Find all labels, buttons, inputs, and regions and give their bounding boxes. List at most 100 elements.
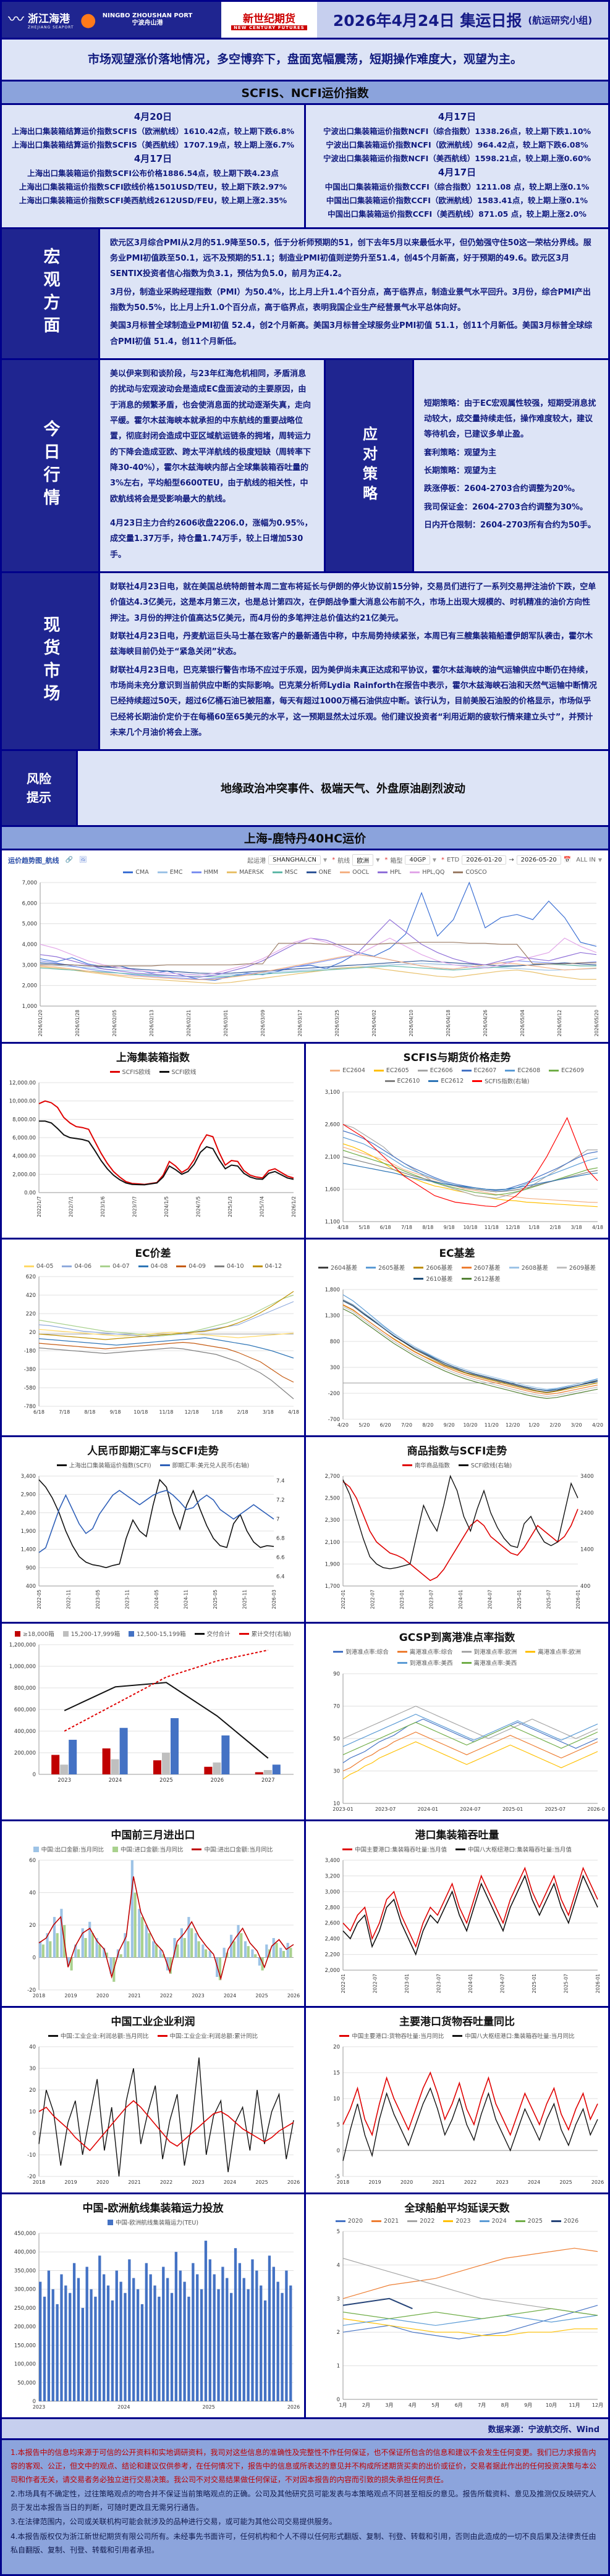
svg-text:40: 40 — [29, 1890, 36, 1897]
svg-text:2024: 2024 — [528, 2180, 540, 2185]
svg-text:1: 1 — [337, 2364, 340, 2370]
image-icon[interactable]: 🖼 — [78, 857, 87, 864]
svg-text:2,400: 2,400 — [325, 1937, 340, 1943]
allin-select[interactable]: ALL IN ▼ — [576, 857, 602, 864]
risk-text: 地缘政治冲突事件、极端天气、外盘原油剧烈波动 — [78, 751, 608, 826]
chart-legend: 到港准点率:综合 离港准点率:综合 到港准点率:欧洲 离港准点率:欧洲 到港准点率:美西… — [308, 1645, 606, 1669]
svg-text:10: 10 — [333, 1801, 340, 1807]
svg-text:2026/02/21: 2026/02/21 — [186, 1010, 192, 1036]
svg-text:2024-07: 2024-07 — [488, 1590, 493, 1609]
legend-item: 离港准点率:欧洲 — [525, 1647, 581, 1656]
strategy-content: 短期策略：由于EC宏观属性较强，短期受消息扰动较大，成交量持续走低，操作难度较大… — [414, 360, 608, 571]
svg-text:2026-03: 2026-03 — [271, 1590, 277, 1609]
index-line: 中国出口集装箱运价指数CCFI（美西航线）871.05 点，较上期上涨2.0% — [328, 209, 587, 219]
legend-item: EC2608 — [505, 1067, 540, 1074]
chart-legend: 中国-欧洲航线集装箱运力(TEU) — [4, 2216, 302, 2228]
macro-paragraph: 美国3月标普全球制造业PMI初值 52.4，创2个月新高。美国3月标普全球服务业… — [110, 321, 593, 346]
svg-text:5月: 5月 — [431, 2402, 439, 2408]
chart-legend: 中国:工业企业:利润总额:当月同比 中国:工业企业:利润总额:累计同比 — [4, 2029, 302, 2042]
svg-text:0.00: 0.00 — [24, 1190, 36, 1196]
macro-content: 欧元区3月综合PMI从2月的51.9降至50.5，低于分析师预期的51，创下去年… — [100, 229, 608, 358]
svg-text:2026-01: 2026-01 — [587, 1806, 605, 1812]
risk-section: 风险提示 地缘政治冲突事件、极端天气、外盘原油剧烈波动 — [2, 751, 608, 828]
logo2-name: 宁波舟山港 — [132, 20, 163, 27]
svg-text:2025-07: 2025-07 — [545, 1806, 566, 1812]
svg-text:800,000: 800,000 — [14, 1685, 36, 1692]
chart-port-container-throughput: 港口集装箱吞吐量中国主要港口:集装箱吞吐量:当月值 中国八大枢纽港口:集装箱吞吐量… — [306, 1821, 608, 2007]
svg-text:20: 20 — [29, 1330, 36, 1336]
svg-text:2,300: 2,300 — [325, 1518, 340, 1524]
chart-ec-basis: EC基差 2604基差 2605基差 2606基差 2607基差 2608基差 2609基差… — [306, 1240, 608, 1436]
chart-major-port-throughput-yoy: 主要港口货物吞吐量同比 中国主要港口:货物吞吐量:当月同比 中国八大枢纽港口:集装箱… — [306, 2008, 608, 2193]
chart-title: 中国-欧洲航线集装箱运力投放 — [82, 2202, 224, 2215]
svg-text:2026: 2026 — [211, 1777, 224, 1784]
legend-item: 2024 — [479, 2218, 507, 2225]
legend-item: EMC — [157, 869, 183, 876]
svg-text:300,000: 300,000 — [14, 2287, 36, 2293]
svg-text:2025: 2025 — [255, 1993, 268, 1999]
legend-item: 04-05 — [23, 1263, 53, 1270]
chart-canvas: 1,200,000 1,000,000 800,000 600,000 400,000 2… — [9, 1642, 294, 1784]
legend-item: 中国:工业企业:利润总额:当月同比 — [48, 2031, 149, 2040]
svg-text:2026-01: 2026-01 — [595, 1974, 601, 1994]
svg-text:2,700: 2,700 — [325, 1474, 340, 1480]
legend-item: 2023 — [443, 2218, 471, 2225]
svg-text:2025-01: 2025-01 — [517, 1590, 522, 1609]
svg-text:-580: -580 — [24, 1385, 36, 1391]
etd-date-range[interactable]: * ETD 2026-01-20 → 2026-05-20 📅 — [441, 855, 572, 865]
legend-item: EC2610 — [384, 1078, 420, 1085]
svg-text:11月: 11月 — [569, 2402, 580, 2408]
strategy-line: 我司保证金：2604-2703合约调整为30%。 — [424, 502, 588, 512]
svg-text:400,000: 400,000 — [14, 2250, 36, 2256]
svg-text:2023-11: 2023-11 — [125, 1590, 130, 1609]
svg-text:2025-07: 2025-07 — [564, 1974, 569, 1994]
legend-item: EC2605 — [373, 1067, 409, 1074]
origin-port-select[interactable]: 起运港 SHANGHAI,CN ▼ — [247, 855, 328, 865]
chart-title: 港口集装箱吞吐量 — [415, 1829, 499, 1842]
svg-text:2025/1/3: 2025/1/3 — [227, 1196, 233, 1217]
chart-canvas: 12,000.00 10,000.00 8,000.00 6,000.00 4,000.… — [9, 1080, 297, 1217]
container-type-select[interactable]: * 箱型 40GP ▼ — [384, 855, 437, 865]
svg-text:2026/05/20: 2026/05/20 — [594, 1010, 599, 1036]
svg-text:3月: 3月 — [385, 2402, 393, 2408]
svg-text:2: 2 — [337, 2330, 340, 2336]
svg-text:1,900: 1,900 — [21, 1529, 36, 1535]
lane-select[interactable]: * 航线 欧洲 ▼ — [332, 854, 379, 866]
svg-text:5: 5 — [337, 2122, 340, 2128]
svg-text:-700: -700 — [328, 1417, 340, 1423]
svg-text:10,000.00: 10,000.00 — [9, 1099, 36, 1105]
svg-text:5,000: 5,000 — [22, 921, 37, 928]
svg-text:4: 4 — [337, 2263, 340, 2269]
svg-text:2024-07: 2024-07 — [500, 1974, 506, 1994]
svg-text:12/18: 12/18 — [185, 1409, 199, 1415]
disclaimer-line: 4.本报告版权仅为浙江新世纪期货有限公司所有。未经事先书面许可，任何机构和个人不… — [11, 2532, 596, 2554]
svg-text:2,000.00: 2,000.00 — [12, 1172, 36, 1178]
legend-item: 2020 — [335, 2218, 363, 2225]
svg-text:8,000.00: 8,000.00 — [12, 1117, 36, 1123]
svg-text:2018: 2018 — [33, 1993, 45, 1999]
legend-item: 中国八大枢纽港口:集装箱吞吐量:当月值 — [455, 1845, 572, 1853]
svg-text:11/18: 11/18 — [159, 1409, 173, 1415]
link-icon[interactable]: 🔗 — [65, 857, 73, 864]
chart-canvas: 450,000 400,000 350,000 300,000 250,000 200,0… — [14, 2231, 300, 2410]
svg-text:0: 0 — [33, 1772, 36, 1778]
rate-widget-title: 运价趋势图_航线 — [8, 856, 59, 865]
new-century-futures-logo: 新世纪期货 NEW CENTURY FUTURES — [221, 2, 317, 38]
chart-shanghai-container-index: 上海集装箱指数 SCFIS欧线 SCFI欧线 12,000.00 10,000.00 8,… — [2, 1044, 304, 1238]
chevron-down-icon: ▼ — [598, 857, 602, 863]
svg-text:2026/03/17: 2026/03/17 — [297, 1010, 303, 1036]
chart-legend: ≥18,000箱 15,200-17,999箱 12,500-15,199箱 交付合计… — [4, 1627, 302, 1640]
strategy-line: 日内开仓限制：2604-2703所有合约为50手。 — [424, 521, 596, 530]
zhejiang-seaport-logo: 〰 浙江海港 ZHEJIANG SEAPORT ● NINGBO ZHOUSHA… — [2, 2, 221, 38]
legend-item: 04-08 — [138, 1263, 167, 1270]
today-content: 美以伊来到和谈阶段，与23年红海危机相同，矛盾消息的扰动与宏观波动会是造成EC盘… — [100, 360, 324, 571]
svg-text:2,500: 2,500 — [325, 1496, 340, 1502]
legend-item: 中国主要港口:集装箱吞吐量:当月值 — [342, 1845, 447, 1853]
legend-item: 累计交付(右轴) — [239, 1629, 291, 1638]
svg-text:4,000: 4,000 — [22, 942, 37, 948]
wave-icon: 〰 — [8, 10, 25, 29]
index-date: 4月17日 — [438, 166, 477, 178]
